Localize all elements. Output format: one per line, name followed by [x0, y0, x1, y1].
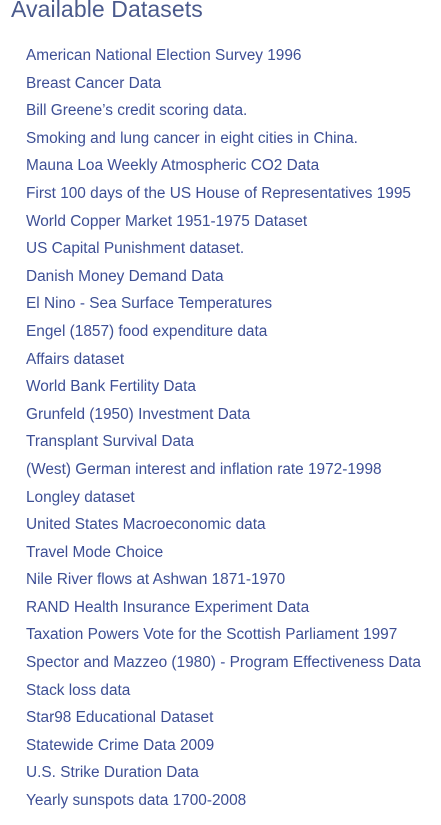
- list-item: World Bank Fertility Data: [26, 373, 421, 401]
- dataset-link[interactable]: Statewide Crime Data 2009: [26, 736, 215, 754]
- list-item: Nile River flows at Ashwan 1871-1970: [26, 566, 421, 594]
- list-item: Transplant Survival Data: [26, 428, 421, 456]
- list-item: Travel Mode Choice: [26, 539, 421, 567]
- list-item: World Copper Market 1951-1975 Dataset: [26, 208, 421, 236]
- dataset-link[interactable]: Affairs dataset: [26, 350, 125, 368]
- dataset-link[interactable]: Travel Mode Choice: [26, 543, 164, 561]
- list-item: Smoking and lung cancer in eight cities …: [26, 125, 421, 153]
- dataset-link[interactable]: World Copper Market 1951-1975 Dataset: [26, 212, 308, 230]
- dataset-link[interactable]: First 100 days of the US House of Repres…: [26, 184, 411, 202]
- dataset-link[interactable]: World Bank Fertility Data: [26, 378, 196, 396]
- dataset-link[interactable]: U.S. Strike Duration Data: [26, 764, 199, 782]
- dataset-link[interactable]: Taxation Powers Vote for the Scottish Pa…: [26, 626, 398, 644]
- dataset-link[interactable]: US Capital Punishment dataset.: [26, 240, 245, 258]
- list-item: US Capital Punishment dataset.: [26, 235, 421, 263]
- dataset-link[interactable]: Breast Cancer Data: [26, 74, 162, 92]
- list-item: United States Macroeconomic data: [26, 511, 421, 539]
- list-item: First 100 days of the US House of Repres…: [26, 180, 421, 208]
- list-item: American National Election Survey 1996: [26, 42, 421, 70]
- list-item: Longley dataset: [26, 484, 421, 512]
- list-item: Star98 Educational Dataset: [26, 704, 421, 732]
- dataset-link[interactable]: Danish Money Demand Data: [26, 267, 224, 285]
- dataset-link[interactable]: Smoking and lung cancer in eight cities …: [26, 129, 358, 147]
- list-item: Engel (1857) food expenditure data: [26, 318, 421, 346]
- dataset-link[interactable]: Engel (1857) food expenditure data: [26, 322, 268, 340]
- list-item: U.S. Strike Duration Data: [26, 759, 421, 787]
- dataset-link[interactable]: Grunfeld (1950) Investment Data: [26, 405, 251, 423]
- dataset-link[interactable]: (West) German interest and inflation rat…: [26, 460, 382, 478]
- list-item: Bill Greene’s credit scoring data.: [26, 97, 421, 125]
- list-item: Breast Cancer Data: [26, 70, 421, 98]
- dataset-link[interactable]: Longley dataset: [26, 488, 135, 506]
- dataset-link[interactable]: Transplant Survival Data: [26, 433, 194, 451]
- dataset-link[interactable]: Stack loss data: [26, 681, 131, 699]
- list-item: Taxation Powers Vote for the Scottish Pa…: [26, 621, 421, 649]
- list-item: Yearly sunspots data 1700-2008: [26, 787, 421, 815]
- dataset-link[interactable]: Mauna Loa Weekly Atmospheric CO2 Data: [26, 157, 320, 175]
- dataset-link[interactable]: Yearly sunspots data 1700-2008: [26, 792, 247, 810]
- list-item: Statewide Crime Data 2009: [26, 732, 421, 760]
- list-item: RAND Health Insurance Experiment Data: [26, 594, 421, 622]
- dataset-link[interactable]: Nile River flows at Ashwan 1871-1970: [26, 571, 286, 589]
- list-item: Affairs dataset: [26, 346, 421, 374]
- dataset-link[interactable]: United States Macroeconomic data: [26, 516, 266, 534]
- dataset-link[interactable]: Bill Greene’s credit scoring data.: [26, 102, 248, 120]
- list-item: (West) German interest and inflation rat…: [26, 456, 421, 484]
- dataset-link[interactable]: American National Election Survey 1996: [26, 47, 302, 64]
- dataset-list: American National Election Survey 1996 Br…: [26, 42, 421, 815]
- list-item: Grunfeld (1950) Investment Data: [26, 401, 421, 429]
- dataset-link[interactable]: Star98 Educational Dataset: [26, 709, 214, 727]
- dataset-link[interactable]: Spector and Mazzeo (1980) - Program Effe…: [26, 654, 421, 672]
- dataset-link[interactable]: El Nino - Sea Surface Temperatures: [26, 295, 273, 313]
- section-title: Available Datasets: [11, 0, 203, 22]
- list-item: Danish Money Demand Data: [26, 263, 421, 291]
- dataset-link[interactable]: RAND Health Insurance Experiment Data: [26, 598, 310, 616]
- list-item: Mauna Loa Weekly Atmospheric CO2 Data: [26, 152, 421, 180]
- list-item: Stack loss data: [26, 677, 421, 705]
- list-item: Spector and Mazzeo (1980) - Program Effe…: [26, 649, 421, 677]
- list-item: El Nino - Sea Surface Temperatures: [26, 290, 421, 318]
